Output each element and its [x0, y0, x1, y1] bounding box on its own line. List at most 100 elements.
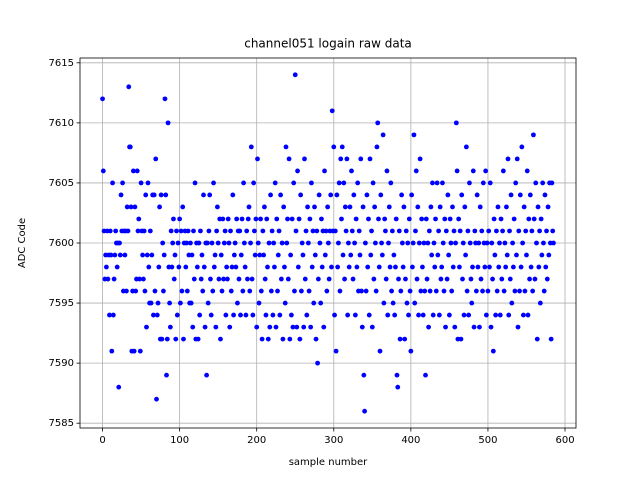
point	[329, 264, 334, 270]
point	[533, 180, 539, 186]
point	[524, 168, 530, 174]
point	[402, 336, 408, 342]
point	[383, 228, 388, 234]
point	[514, 252, 519, 258]
point	[452, 324, 458, 330]
point	[433, 216, 438, 222]
point	[232, 240, 238, 246]
point	[364, 192, 370, 198]
point	[527, 276, 532, 282]
point	[372, 204, 378, 210]
point	[283, 144, 289, 150]
point	[513, 180, 519, 186]
point	[258, 288, 264, 294]
point	[302, 156, 307, 162]
point	[362, 240, 368, 246]
point	[215, 240, 221, 246]
point	[384, 168, 390, 174]
point	[347, 204, 353, 210]
point	[259, 336, 265, 342]
point	[480, 180, 486, 186]
point	[487, 264, 492, 270]
point	[429, 252, 435, 258]
point	[551, 240, 556, 246]
point	[470, 264, 475, 270]
point	[128, 204, 134, 210]
point	[188, 240, 193, 246]
point	[267, 324, 273, 330]
point	[177, 216, 183, 222]
point	[523, 228, 529, 234]
point	[509, 300, 515, 306]
point	[313, 336, 319, 342]
point	[262, 204, 267, 210]
point	[362, 408, 368, 414]
point	[542, 192, 548, 198]
point	[357, 252, 363, 258]
point	[416, 312, 421, 318]
point	[171, 276, 177, 282]
point	[512, 288, 518, 294]
point	[118, 192, 124, 198]
point	[301, 324, 307, 330]
point	[457, 228, 463, 234]
point	[100, 168, 106, 174]
point	[318, 300, 324, 306]
point	[211, 180, 216, 186]
point	[302, 276, 308, 282]
point	[140, 276, 146, 282]
point	[271, 240, 277, 246]
point	[112, 252, 118, 258]
point	[468, 276, 474, 282]
point	[332, 228, 338, 234]
point	[241, 180, 246, 186]
point	[544, 276, 550, 282]
point	[525, 312, 531, 318]
point	[545, 204, 551, 210]
point	[239, 216, 245, 222]
point	[441, 288, 447, 294]
point	[414, 276, 420, 282]
point	[310, 228, 316, 234]
point	[408, 348, 414, 354]
point	[410, 240, 416, 246]
point	[454, 168, 460, 174]
point	[404, 300, 410, 306]
point	[393, 264, 398, 270]
point	[534, 240, 539, 246]
point	[116, 384, 122, 390]
point	[284, 240, 290, 246]
point	[220, 216, 226, 222]
point	[251, 228, 257, 234]
point	[124, 288, 129, 294]
y-tick-label: 7585	[49, 418, 74, 429]
point	[216, 276, 222, 282]
point	[113, 228, 119, 234]
point	[479, 228, 485, 234]
point	[446, 312, 452, 318]
point	[157, 204, 162, 210]
x-tick-label: 100	[170, 435, 189, 446]
point	[227, 324, 233, 330]
point	[360, 204, 366, 210]
point	[159, 336, 165, 342]
point	[214, 228, 220, 234]
point	[420, 312, 426, 318]
point	[369, 228, 374, 234]
point	[297, 336, 303, 342]
point	[305, 240, 311, 246]
point	[480, 288, 485, 294]
x-tick-label: 0	[99, 435, 105, 446]
point	[202, 324, 208, 330]
point	[221, 240, 227, 246]
point	[476, 240, 482, 246]
point	[336, 240, 341, 246]
point	[502, 240, 508, 246]
point	[483, 312, 489, 318]
point	[500, 228, 505, 234]
point	[530, 288, 536, 294]
point	[214, 204, 220, 210]
point	[138, 180, 144, 186]
point	[289, 216, 295, 222]
point	[292, 288, 297, 294]
